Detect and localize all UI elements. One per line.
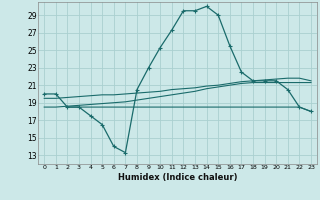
X-axis label: Humidex (Indice chaleur): Humidex (Indice chaleur)	[118, 173, 237, 182]
